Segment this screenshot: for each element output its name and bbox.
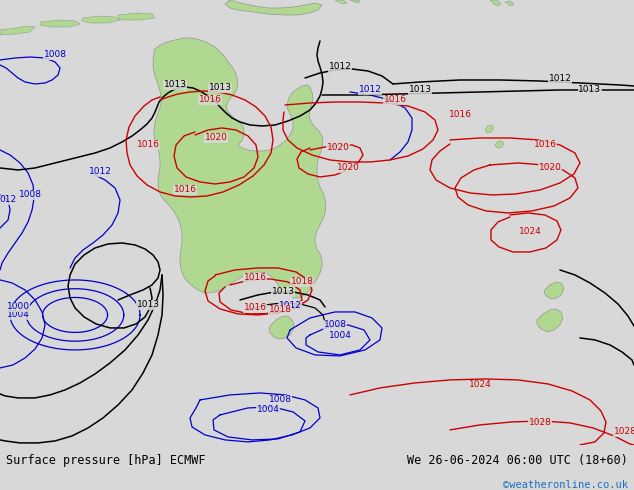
Text: 1016: 1016 [384, 96, 406, 104]
Text: 1004: 1004 [328, 331, 351, 341]
Text: 1020: 1020 [538, 164, 561, 172]
Text: 1016: 1016 [243, 303, 266, 313]
Text: 1020: 1020 [337, 164, 359, 172]
Polygon shape [0, 26, 35, 35]
Text: 1028: 1028 [614, 427, 634, 437]
Text: 1024: 1024 [519, 227, 541, 237]
Text: 1028: 1028 [529, 418, 552, 427]
Polygon shape [335, 0, 347, 4]
Text: ©weatheronline.co.uk: ©weatheronline.co.uk [503, 480, 628, 490]
Polygon shape [269, 316, 294, 339]
Text: 1012: 1012 [328, 63, 351, 72]
Text: 1012: 1012 [359, 85, 382, 95]
Text: 1013: 1013 [271, 288, 295, 296]
Text: Surface pressure [hPa] ECMWF: Surface pressure [hPa] ECMWF [6, 454, 206, 467]
Text: 1013: 1013 [164, 80, 186, 90]
Text: 1008: 1008 [44, 50, 67, 59]
Text: 1020: 1020 [327, 144, 349, 152]
Polygon shape [505, 1, 514, 6]
Polygon shape [350, 0, 360, 3]
Text: 1016: 1016 [136, 141, 160, 149]
Polygon shape [495, 141, 504, 148]
Text: 1008: 1008 [269, 395, 292, 404]
Polygon shape [225, 0, 322, 15]
Text: 1013: 1013 [209, 83, 231, 93]
Text: 1008: 1008 [323, 320, 347, 329]
Polygon shape [537, 309, 563, 332]
Text: 1013: 1013 [408, 85, 432, 95]
Polygon shape [544, 282, 564, 299]
Text: 1012: 1012 [278, 301, 301, 311]
Text: 1024: 1024 [469, 380, 491, 390]
Text: 1004: 1004 [257, 405, 280, 415]
Text: 1013: 1013 [136, 300, 160, 310]
Text: 1016: 1016 [198, 96, 221, 104]
Text: 1016: 1016 [533, 141, 557, 149]
Text: 1018: 1018 [269, 305, 292, 315]
Text: 1016: 1016 [448, 110, 472, 120]
Polygon shape [490, 0, 501, 6]
Text: 1016: 1016 [174, 186, 197, 195]
Text: 1013: 1013 [578, 85, 602, 95]
Polygon shape [153, 38, 326, 298]
Polygon shape [40, 20, 80, 27]
Polygon shape [82, 16, 120, 23]
Polygon shape [118, 13, 155, 20]
Text: 1020: 1020 [205, 133, 228, 143]
Text: 1000: 1000 [6, 302, 30, 312]
Polygon shape [485, 125, 494, 133]
Text: 1016: 1016 [243, 273, 266, 282]
Text: 012: 012 [0, 196, 16, 204]
Text: 1004: 1004 [6, 311, 30, 319]
Text: We 26-06-2024 06:00 UTC (18+60): We 26-06-2024 06:00 UTC (18+60) [407, 454, 628, 467]
Text: 1008: 1008 [18, 191, 42, 199]
Text: 1018: 1018 [290, 277, 313, 287]
Text: 1012: 1012 [89, 168, 112, 176]
Text: 1012: 1012 [548, 74, 571, 83]
